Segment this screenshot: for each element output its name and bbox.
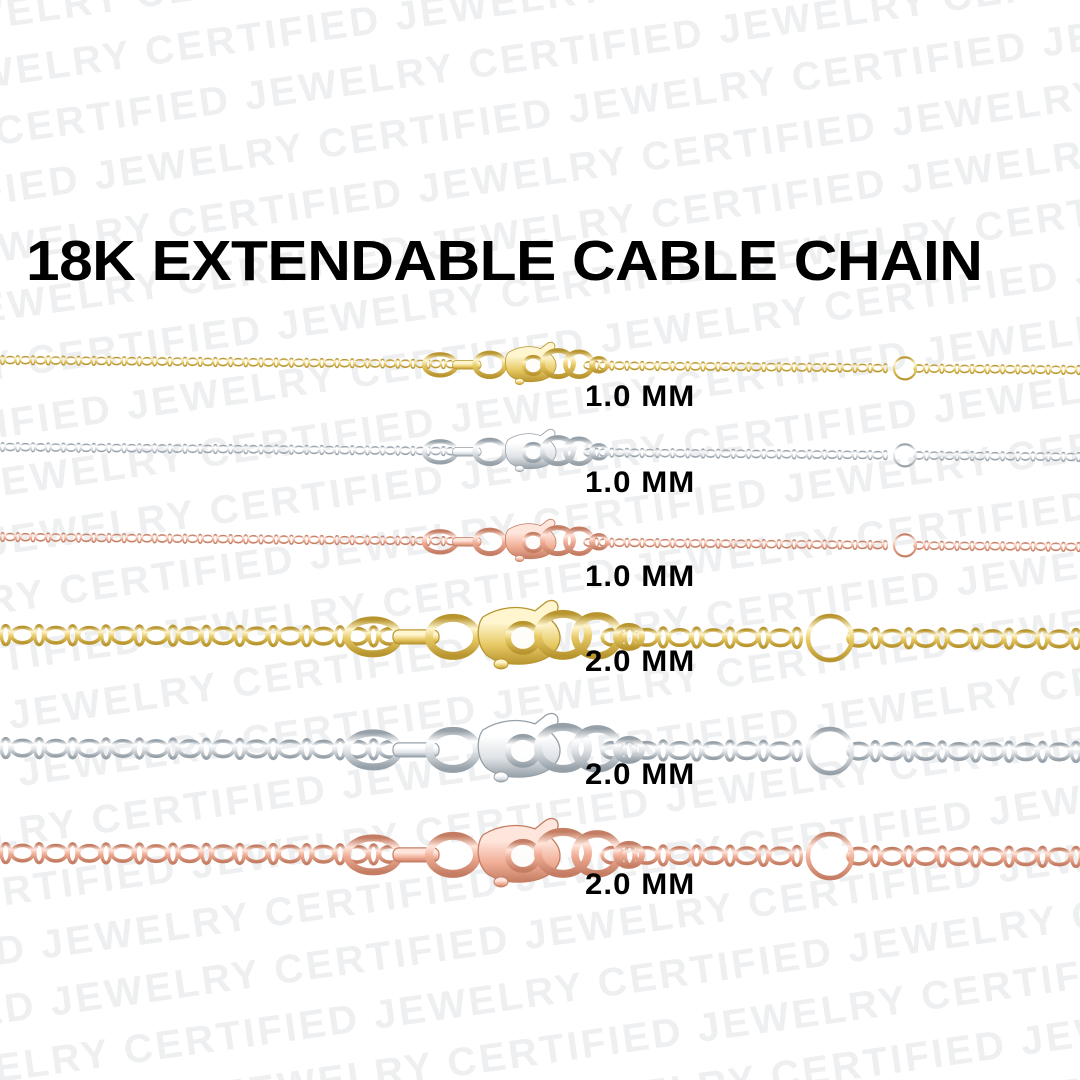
size-label-white-gold-1mm: 1.0 MM <box>585 466 696 499</box>
chain-row-rose-gold-1mm[interactable] <box>0 487 1080 597</box>
size-label-rose-gold-2mm: 2.0 MM <box>585 868 696 901</box>
size-label-yellow-gold-2mm: 2.0 MM <box>585 645 696 678</box>
chain-drawing-white-gold-2mm <box>0 712 1080 783</box>
watermark-row: CERTIFIED JEWELRY CERTIFIED JEWELRY CERT… <box>0 245 1080 1080</box>
size-label-rose-gold-1mm: 1.0 MM <box>585 560 696 593</box>
size-label-white-gold-2mm: 2.0 MM <box>585 758 696 791</box>
size-label-yellow-gold-1mm: 1.0 MM <box>585 380 696 413</box>
chain-drawing-yellow-gold-2mm <box>0 599 1080 670</box>
watermark-row: CERTIFIED JEWELRY CERTIFIED JEWELRY CERT… <box>0 316 1080 1080</box>
watermark-row: CERTIFIED JEWELRY CERTIFIED JEWELRY CERT… <box>0 0 1080 77</box>
watermark-row: CERTIFIED JEWELRY CERTIFIED JEWELRY CERT… <box>0 0 1080 157</box>
chain-drawing-white-gold-1mm <box>0 428 1080 472</box>
watermark-row: CERTIFIED JEWELRY CERTIFIED JEWELRY CERT… <box>0 0 1080 227</box>
chain-drawing-rose-gold-2mm <box>0 817 1080 888</box>
watermark-row: CERTIFIED JEWELRY CERTIFIED JEWELRY CERT… <box>0 325 1080 1080</box>
watermark-row: CERTIFIED JEWELRY CERTIFIED JEWELRY CERT… <box>0 0 1080 148</box>
chain-row-white-gold-2mm[interactable] <box>0 695 1080 805</box>
chain-drawing-rose-gold-1mm <box>0 518 1080 562</box>
page-title: 18K EXTENDABLE CABLE CHAIN <box>26 229 983 293</box>
chain-row-yellow-gold-1mm[interactable] <box>0 310 1080 420</box>
chain-drawing-yellow-gold-1mm <box>0 341 1080 385</box>
chain-row-yellow-gold-2mm[interactable] <box>0 582 1080 692</box>
chain-row-rose-gold-2mm[interactable] <box>0 800 1080 910</box>
chain-row-white-gold-1mm[interactable] <box>0 397 1080 507</box>
watermark-row: CERTIFIED JEWELRY CERTIFIED JEWELRY CERT… <box>0 395 1080 1080</box>
